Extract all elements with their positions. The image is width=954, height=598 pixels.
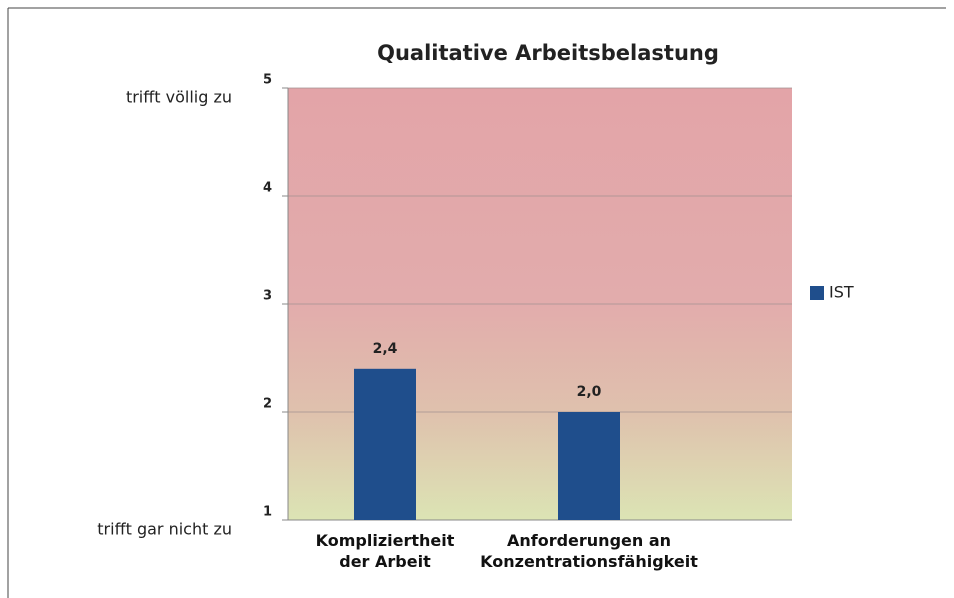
x-tick-label: Anforderungen an Konzentrationsfähigkeit (480, 531, 698, 571)
bar (354, 368, 416, 520)
y-tick-label: 2 (263, 397, 272, 412)
data-label: 2,4 (373, 341, 398, 357)
x-tick-label: Kompliziertheit der Arbeit (315, 531, 455, 571)
y-tick-label: 3 (263, 289, 272, 304)
y-tick-label: 4 (263, 181, 272, 196)
legend-label: IST (829, 283, 854, 302)
annotation: trifft gar nicht zu (97, 520, 232, 539)
chart-title: Qualitative Arbeitsbelastung (377, 41, 719, 65)
y-tick-label: 1 (263, 505, 272, 520)
bar (558, 412, 620, 520)
data-label: 2,0 (577, 384, 602, 400)
legend-swatch (810, 286, 824, 300)
annotation: trifft völlig zu (126, 88, 232, 107)
y-tick-label: 5 (263, 73, 272, 88)
